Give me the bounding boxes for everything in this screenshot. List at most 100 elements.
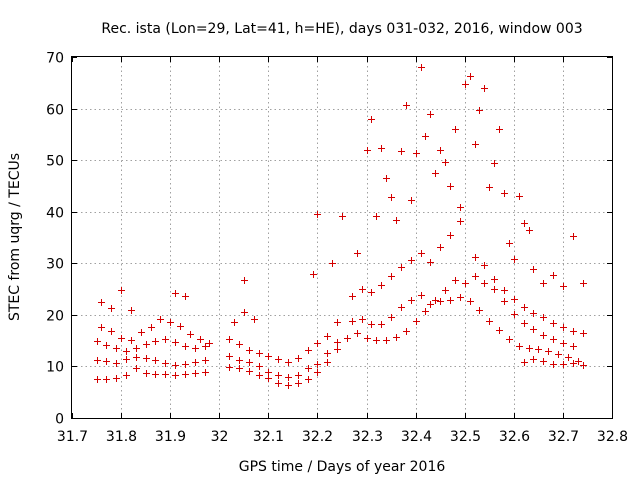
data-point	[516, 343, 523, 350]
data-point	[113, 345, 120, 352]
data-point	[354, 250, 361, 257]
x-axis-ticks: 31.7 31.8 31.9 32 32.1 32.2 32.3 32.4 32.5 32.6 32…	[57, 57, 628, 445]
data-point	[172, 339, 179, 346]
data-point	[187, 331, 194, 338]
data-point	[265, 369, 272, 376]
data-point	[550, 272, 557, 279]
data-point	[275, 372, 282, 379]
x-tick-label: 31.9	[155, 429, 186, 445]
grid-lines	[72, 57, 612, 418]
data-point	[452, 126, 459, 133]
data-point	[236, 357, 243, 364]
data-point	[98, 324, 105, 331]
data-point	[192, 359, 199, 366]
data-point	[143, 355, 150, 362]
data-point	[530, 310, 537, 317]
data-point	[182, 293, 189, 300]
data-point	[202, 369, 209, 376]
data-point	[403, 102, 410, 109]
data-point	[462, 81, 469, 88]
data-point	[334, 346, 341, 353]
data-point	[511, 296, 518, 303]
data-point	[491, 160, 498, 167]
x-tick-label: 32.2	[302, 429, 333, 445]
data-point	[314, 340, 321, 347]
data-point	[152, 371, 159, 378]
data-point	[256, 350, 263, 357]
data-point	[570, 233, 577, 240]
data-point	[472, 141, 479, 148]
data-point	[462, 280, 469, 287]
data-point	[324, 350, 331, 357]
data-point	[123, 348, 130, 355]
data-point	[334, 339, 341, 346]
x-tick-label: 31.8	[106, 429, 137, 445]
x-axis-label: GPS time / Days of year 2016	[239, 459, 446, 475]
data-point	[94, 338, 101, 345]
data-point	[467, 73, 474, 80]
data-point	[133, 365, 140, 372]
data-point	[535, 346, 542, 353]
data-point	[256, 363, 263, 370]
data-point	[368, 321, 375, 328]
data-point	[506, 240, 513, 247]
data-point	[143, 341, 150, 348]
data-point	[442, 159, 449, 166]
data-point	[143, 370, 150, 377]
data-point	[413, 150, 420, 157]
data-point	[329, 260, 336, 267]
y-tick-label: 50	[46, 154, 64, 170]
data-point	[305, 347, 312, 354]
data-point	[236, 365, 243, 372]
data-point	[540, 280, 547, 287]
data-point	[521, 220, 528, 227]
y-tick-label: 20	[46, 309, 64, 325]
data-point	[437, 244, 444, 251]
data-point	[103, 358, 110, 365]
data-point	[398, 304, 405, 311]
data-point	[295, 380, 302, 387]
data-points	[94, 64, 587, 389]
data-point	[408, 297, 415, 304]
data-point	[388, 273, 395, 280]
data-point	[521, 359, 528, 366]
data-point	[560, 283, 567, 290]
chart-title: Rec. ista (Lon=29, Lat=41, h=HE), days 0…	[101, 21, 582, 37]
data-point	[152, 338, 159, 345]
data-point	[118, 335, 125, 342]
data-point	[447, 297, 454, 304]
data-point	[98, 299, 105, 306]
data-point	[349, 318, 356, 325]
y-tick-label: 40	[46, 206, 64, 222]
data-point	[560, 361, 567, 368]
data-point	[481, 262, 488, 269]
x-tick-label: 32	[211, 429, 229, 445]
data-point	[491, 286, 498, 293]
data-point	[530, 356, 537, 363]
data-point	[148, 324, 155, 331]
data-point	[550, 320, 557, 327]
x-tick-label: 32.6	[499, 429, 530, 445]
data-point	[314, 361, 321, 368]
data-point	[226, 336, 233, 343]
data-point	[192, 345, 199, 352]
data-point	[226, 353, 233, 360]
data-point	[373, 213, 380, 220]
data-point	[486, 318, 493, 325]
data-point	[364, 335, 371, 342]
data-point	[206, 340, 213, 347]
data-point	[467, 298, 474, 305]
data-point	[570, 360, 577, 367]
data-point	[202, 343, 209, 350]
data-point	[383, 337, 390, 344]
data-point	[152, 357, 159, 364]
data-point	[118, 287, 125, 294]
data-point	[265, 353, 272, 360]
data-point	[295, 355, 302, 362]
data-point	[246, 359, 253, 366]
data-point	[472, 254, 479, 261]
data-point	[172, 372, 179, 379]
data-point	[496, 126, 503, 133]
data-point	[526, 227, 533, 234]
